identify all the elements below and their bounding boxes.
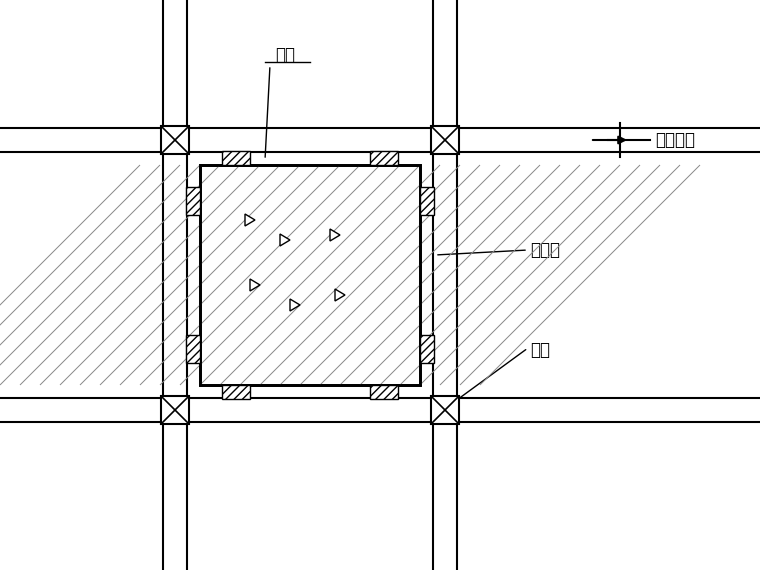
Bar [370, 151, 398, 165]
Bar [431, 126, 459, 154]
Bar [161, 126, 189, 154]
Polygon shape [290, 299, 300, 311]
Bar [420, 335, 434, 363]
Bar [431, 396, 459, 424]
Polygon shape [245, 214, 255, 226]
Bar [370, 385, 398, 399]
Bar [420, 187, 434, 215]
Polygon shape [280, 234, 290, 246]
Bar [186, 335, 200, 363]
Bar [222, 151, 250, 165]
Polygon shape [335, 289, 345, 301]
Bar [200, 165, 420, 385]
Text: 连向立杆: 连向立杆 [655, 131, 695, 149]
Text: 扣件: 扣件 [530, 341, 550, 359]
Text: 垫木: 垫木 [275, 46, 295, 64]
Bar [222, 385, 250, 399]
Bar [200, 165, 420, 385]
Text: 短钢管: 短钢管 [530, 241, 560, 259]
Polygon shape [250, 279, 260, 291]
Polygon shape [330, 229, 340, 241]
Bar [161, 396, 189, 424]
Bar [186, 187, 200, 215]
